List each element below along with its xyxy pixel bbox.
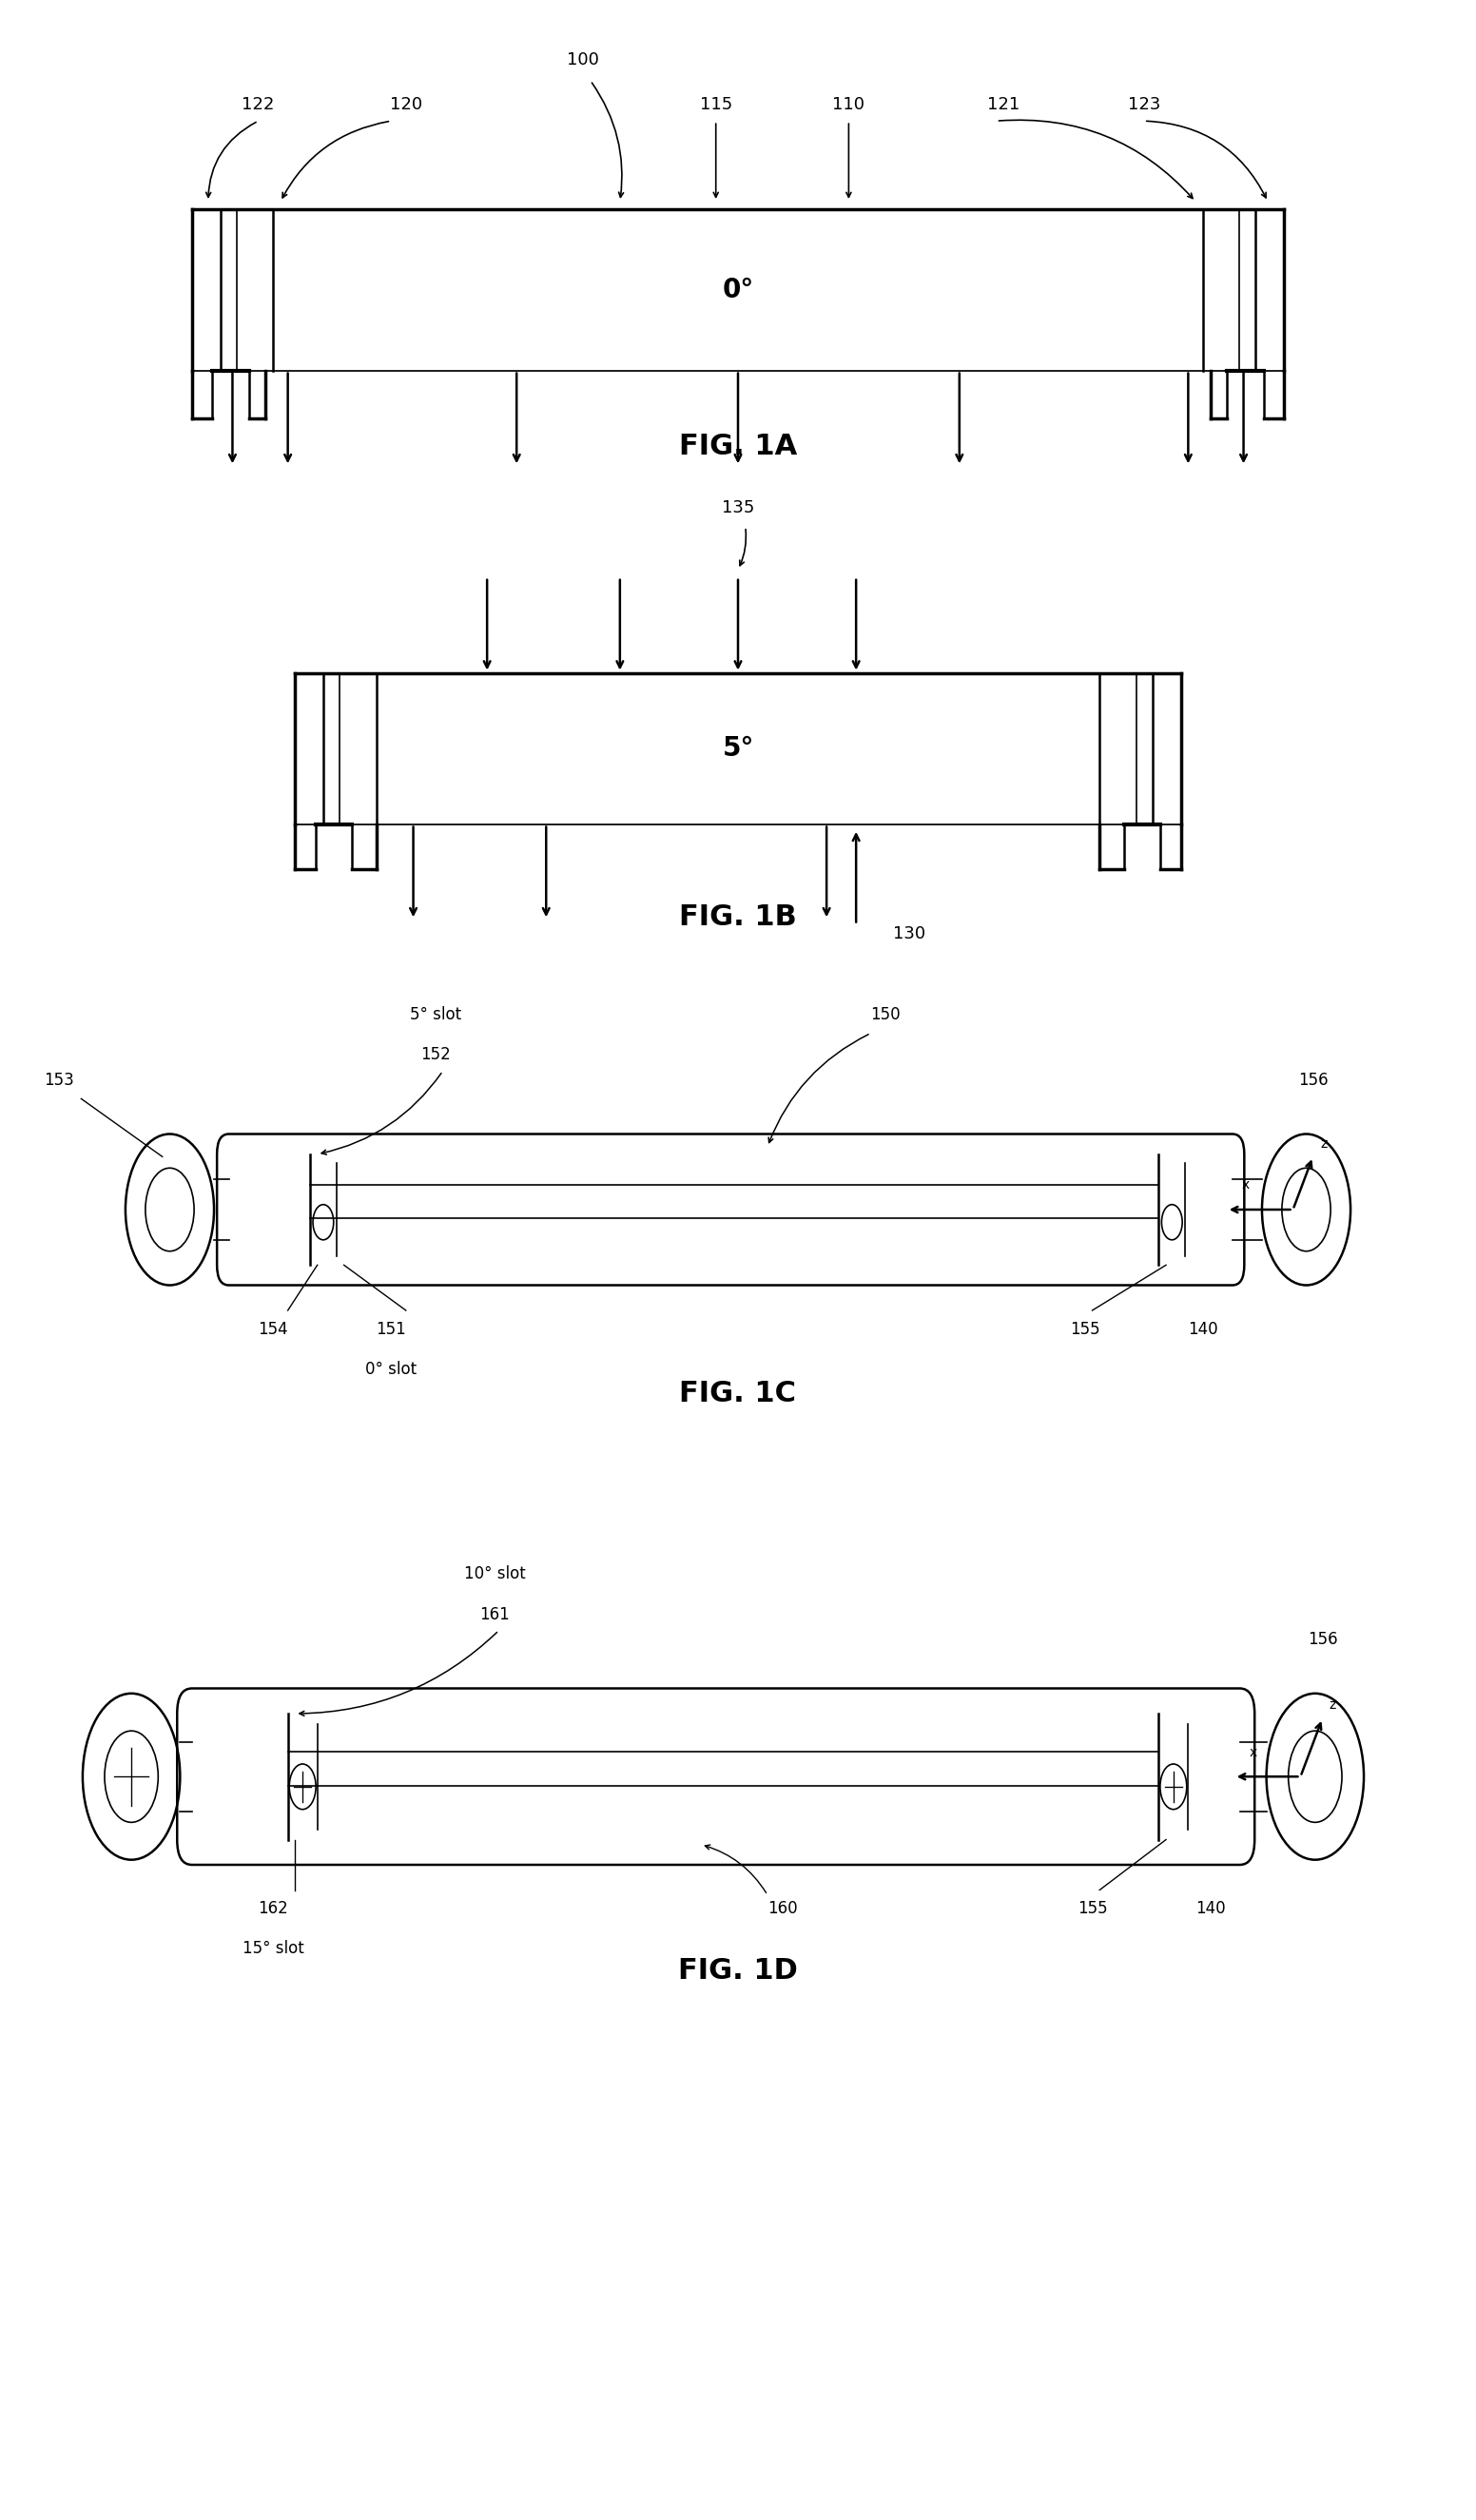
Text: 122: 122 xyxy=(242,96,275,113)
Text: 154: 154 xyxy=(258,1320,288,1338)
Text: FIG. 1D: FIG. 1D xyxy=(677,1958,799,1983)
Text: 155: 155 xyxy=(1077,1900,1107,1918)
Text: 151: 151 xyxy=(376,1320,406,1338)
Text: x: x xyxy=(1241,1179,1250,1192)
Text: z: z xyxy=(1330,1698,1336,1711)
Text: 160: 160 xyxy=(768,1900,797,1918)
Text: 156: 156 xyxy=(1299,1071,1328,1089)
Text: FIG. 1A: FIG. 1A xyxy=(679,433,797,459)
Text: FIG. 1C: FIG. 1C xyxy=(679,1381,797,1406)
Text: 135: 135 xyxy=(722,499,754,517)
Text: 156: 156 xyxy=(1308,1630,1337,1648)
Text: FIG. 1B: FIG. 1B xyxy=(679,905,797,930)
Text: 0°: 0° xyxy=(722,277,754,302)
Text: z: z xyxy=(1321,1137,1327,1152)
Text: 0° slot: 0° slot xyxy=(366,1361,416,1378)
Text: 150: 150 xyxy=(871,1005,900,1023)
Text: x: x xyxy=(1249,1746,1258,1759)
Text: 123: 123 xyxy=(1128,96,1160,113)
Text: 15° slot: 15° slot xyxy=(242,1940,304,1958)
Text: 120: 120 xyxy=(390,96,422,113)
Text: 140: 140 xyxy=(1196,1900,1225,1918)
Text: 162: 162 xyxy=(258,1900,288,1918)
Text: 5°: 5° xyxy=(722,736,754,761)
Text: 110: 110 xyxy=(832,96,865,113)
Text: 130: 130 xyxy=(893,925,925,942)
Text: 5° slot: 5° slot xyxy=(410,1005,461,1023)
Text: 100: 100 xyxy=(567,50,599,68)
Text: 10° slot: 10° slot xyxy=(463,1565,525,1583)
Text: 115: 115 xyxy=(700,96,732,113)
Text: 153: 153 xyxy=(44,1071,74,1089)
Text: 152: 152 xyxy=(421,1046,450,1063)
Text: 155: 155 xyxy=(1070,1320,1100,1338)
Text: 140: 140 xyxy=(1188,1320,1218,1338)
Text: 161: 161 xyxy=(480,1605,509,1623)
Text: 121: 121 xyxy=(987,96,1020,113)
